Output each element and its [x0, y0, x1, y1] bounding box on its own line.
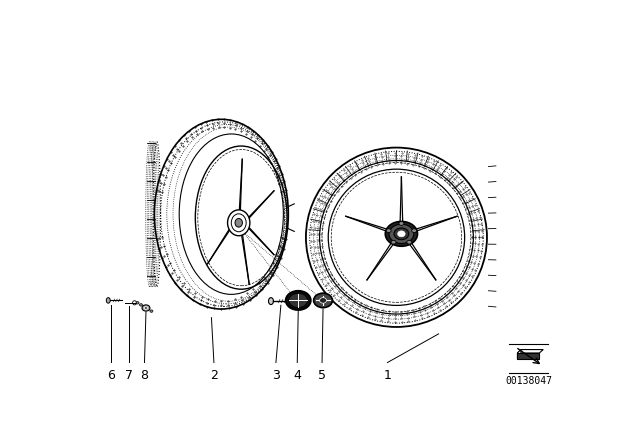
Ellipse shape — [407, 240, 412, 244]
Polygon shape — [518, 353, 540, 359]
Polygon shape — [518, 349, 543, 353]
Ellipse shape — [228, 210, 250, 236]
Ellipse shape — [386, 229, 391, 233]
Ellipse shape — [399, 222, 404, 225]
Ellipse shape — [391, 240, 396, 244]
Ellipse shape — [235, 219, 243, 227]
Text: 00138047: 00138047 — [505, 376, 552, 386]
Text: 6: 6 — [107, 370, 115, 383]
Ellipse shape — [150, 310, 153, 312]
Ellipse shape — [143, 306, 146, 308]
Text: 2: 2 — [210, 370, 218, 383]
Text: 1: 1 — [383, 370, 392, 383]
Ellipse shape — [397, 231, 405, 237]
Ellipse shape — [394, 228, 409, 240]
Text: 4: 4 — [293, 370, 301, 383]
Ellipse shape — [269, 297, 273, 305]
Ellipse shape — [106, 297, 110, 303]
Polygon shape — [518, 349, 521, 359]
Text: 3: 3 — [272, 370, 280, 383]
Text: 8: 8 — [141, 370, 148, 383]
Text: 5: 5 — [318, 370, 326, 383]
Ellipse shape — [289, 293, 308, 308]
Ellipse shape — [142, 305, 150, 311]
Ellipse shape — [140, 304, 143, 306]
Ellipse shape — [136, 302, 139, 304]
Ellipse shape — [385, 221, 417, 246]
Ellipse shape — [144, 306, 148, 310]
Ellipse shape — [231, 214, 246, 232]
Ellipse shape — [389, 224, 414, 244]
Ellipse shape — [314, 293, 332, 308]
Text: 7: 7 — [125, 370, 132, 383]
Ellipse shape — [319, 297, 326, 303]
Ellipse shape — [147, 308, 150, 310]
Ellipse shape — [412, 229, 417, 233]
Ellipse shape — [286, 291, 310, 310]
